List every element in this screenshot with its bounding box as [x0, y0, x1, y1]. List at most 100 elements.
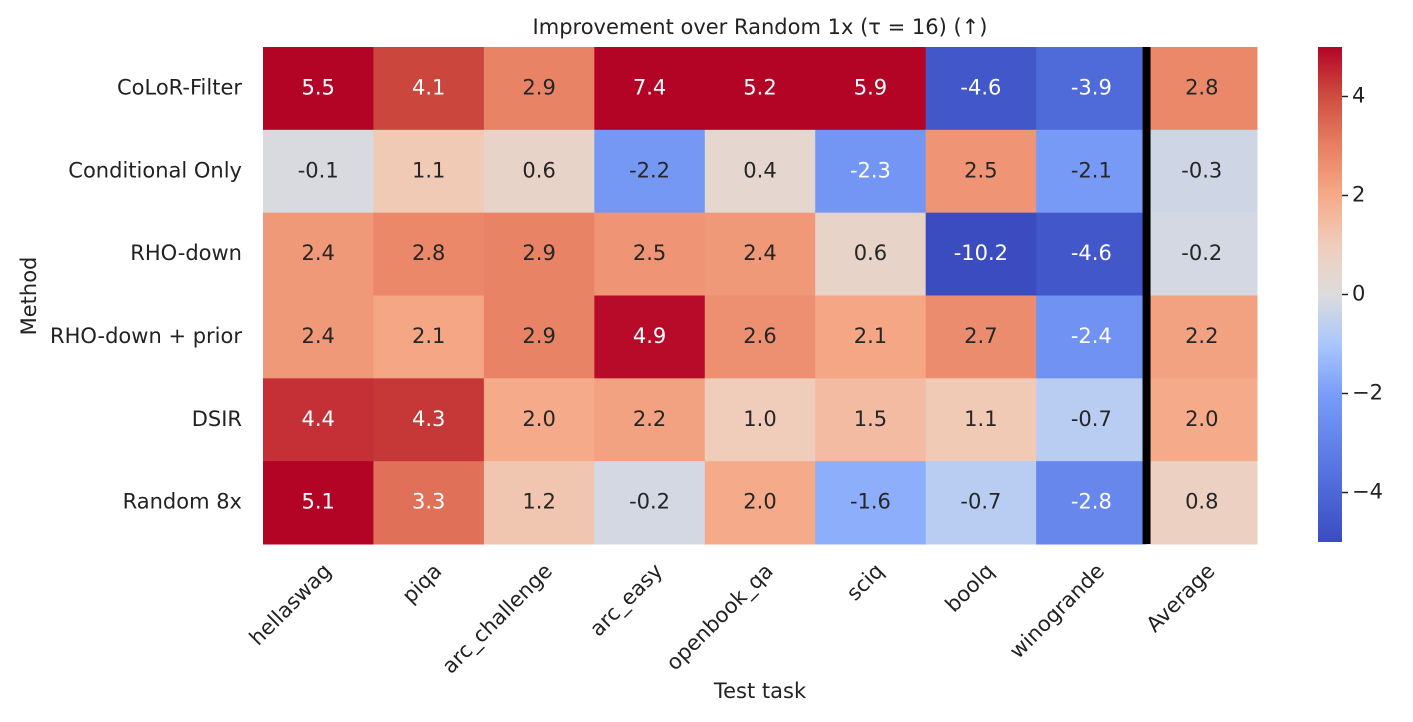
heatmap-cell — [594, 378, 706, 462]
heatmap-cell — [483, 129, 595, 214]
heatmap-cell — [373, 212, 485, 296]
x-tick-label: hellaswag — [245, 559, 336, 650]
colorbar-tick-label: 4 — [1352, 84, 1365, 108]
cell-label: 2.2 — [1185, 324, 1218, 348]
heatmap-cell — [594, 212, 706, 296]
colorbar-tick-label: −2 — [1352, 381, 1383, 405]
cell-label: -0.7 — [960, 490, 1001, 514]
heatmap-cell — [704, 212, 816, 296]
y-tick-label: CoLoR-Filter — [117, 75, 242, 99]
cell-label: 0.4 — [743, 158, 776, 182]
cell-label: 1.1 — [964, 407, 997, 431]
cell-label: 5.1 — [302, 490, 335, 514]
heatmap-cell — [483, 47, 595, 131]
cell-label: -2.3 — [850, 158, 891, 182]
cell-label: 0.6 — [854, 241, 887, 265]
heatmap-cell — [263, 461, 374, 545]
cell-label: 0.6 — [522, 158, 555, 182]
cell-label: -3.9 — [1071, 75, 1112, 99]
cell-label: 2.4 — [743, 241, 776, 265]
colorbar-tick-label: 0 — [1352, 282, 1365, 306]
heatmap-cell — [373, 129, 485, 214]
cell-label: 2.0 — [1185, 407, 1218, 431]
heatmap-cell — [925, 47, 1037, 131]
heatmap-cell — [263, 47, 374, 131]
heatmap-cell — [815, 129, 927, 214]
heatmap-cell — [1036, 378, 1148, 462]
cell-label: -10.2 — [954, 241, 1008, 265]
cell-label: 2.9 — [522, 75, 555, 99]
cell-label: -2.2 — [629, 158, 670, 182]
heatmap-cell — [594, 129, 706, 214]
cell-label: 5.5 — [302, 75, 335, 99]
cell-label: -2.4 — [1071, 324, 1112, 348]
x-tick-label: piqa — [397, 559, 446, 608]
heatmap-cell — [263, 378, 374, 462]
cell-label: 2.6 — [743, 324, 776, 348]
heatmap-cell — [373, 461, 485, 545]
heatmap-cell — [1146, 295, 1258, 379]
cell-label: 2.1 — [854, 324, 887, 348]
x-tick-label: winogrande — [1005, 559, 1109, 663]
heatmap-cell — [704, 129, 816, 214]
heatmap-cell — [1036, 461, 1148, 545]
cell-label: 4.3 — [412, 407, 445, 431]
heatmap-cell — [1036, 212, 1148, 296]
heatmap-cell — [925, 461, 1037, 545]
cell-label: 5.2 — [743, 75, 776, 99]
heatmap-cell — [704, 461, 816, 545]
heatmap-cell — [925, 129, 1037, 214]
heatmap-cell — [1036, 295, 1148, 379]
cell-label: -2.1 — [1071, 158, 1112, 182]
cell-label: 4.9 — [633, 324, 666, 348]
y-tick-label: Conditional Only — [68, 158, 242, 182]
heatmap-cell — [704, 295, 816, 379]
heatmap-cell — [483, 212, 595, 296]
heatmap-cell — [815, 47, 927, 131]
heatmap-cell — [594, 295, 706, 379]
cell-label: 2.1 — [412, 324, 445, 348]
cell-label: 2.5 — [633, 241, 666, 265]
y-tick-label: DSIR — [192, 407, 242, 431]
cell-label: -1.6 — [850, 490, 891, 514]
cell-label: 2.5 — [964, 158, 997, 182]
y-tick-label: RHO-down + prior — [50, 324, 242, 348]
cell-label: 2.2 — [633, 407, 666, 431]
cell-label: 2.0 — [522, 407, 555, 431]
cell-label: 2.9 — [522, 241, 555, 265]
heatmap-cell — [1146, 129, 1258, 214]
heatmap-cell — [483, 461, 595, 545]
x-axis-label: Test task — [713, 679, 807, 703]
y-tick-label: RHO-down — [130, 241, 242, 265]
cell-label: 1.5 — [854, 407, 887, 431]
cell-label: -0.2 — [1181, 241, 1222, 265]
heatmap-cell — [373, 295, 485, 379]
heatmap-cell — [373, 378, 485, 462]
heatmap-cell — [815, 378, 927, 462]
heatmap-cell — [704, 47, 816, 131]
heatmap-cell — [1146, 461, 1258, 545]
colorbar-tick-label: 2 — [1352, 183, 1365, 207]
cell-label: -4.6 — [960, 75, 1001, 99]
cell-label: 2.8 — [1185, 75, 1218, 99]
heatmap-cell — [815, 461, 927, 545]
heatmap-cell — [483, 295, 595, 379]
heatmap-cell — [594, 461, 706, 545]
heatmap-cell — [263, 129, 374, 214]
colorbar — [1318, 47, 1342, 542]
heatmap-cell — [594, 47, 706, 131]
heatmap-cell — [815, 212, 927, 296]
heatmap-cell — [1146, 47, 1258, 131]
cell-label: 1.2 — [522, 490, 555, 514]
y-tick-label: Random 8x — [123, 490, 242, 514]
cell-label: -0.3 — [1181, 158, 1222, 182]
x-tick-label: arc_easy — [585, 559, 668, 642]
cell-label: 4.4 — [302, 407, 335, 431]
cell-label: 2.7 — [964, 324, 997, 348]
heatmap-cell — [1146, 212, 1258, 296]
heatmap-cell — [373, 47, 485, 131]
cell-label: -4.6 — [1071, 241, 1112, 265]
x-tick-label: sciq — [842, 559, 888, 605]
cell-label: 3.3 — [412, 490, 445, 514]
